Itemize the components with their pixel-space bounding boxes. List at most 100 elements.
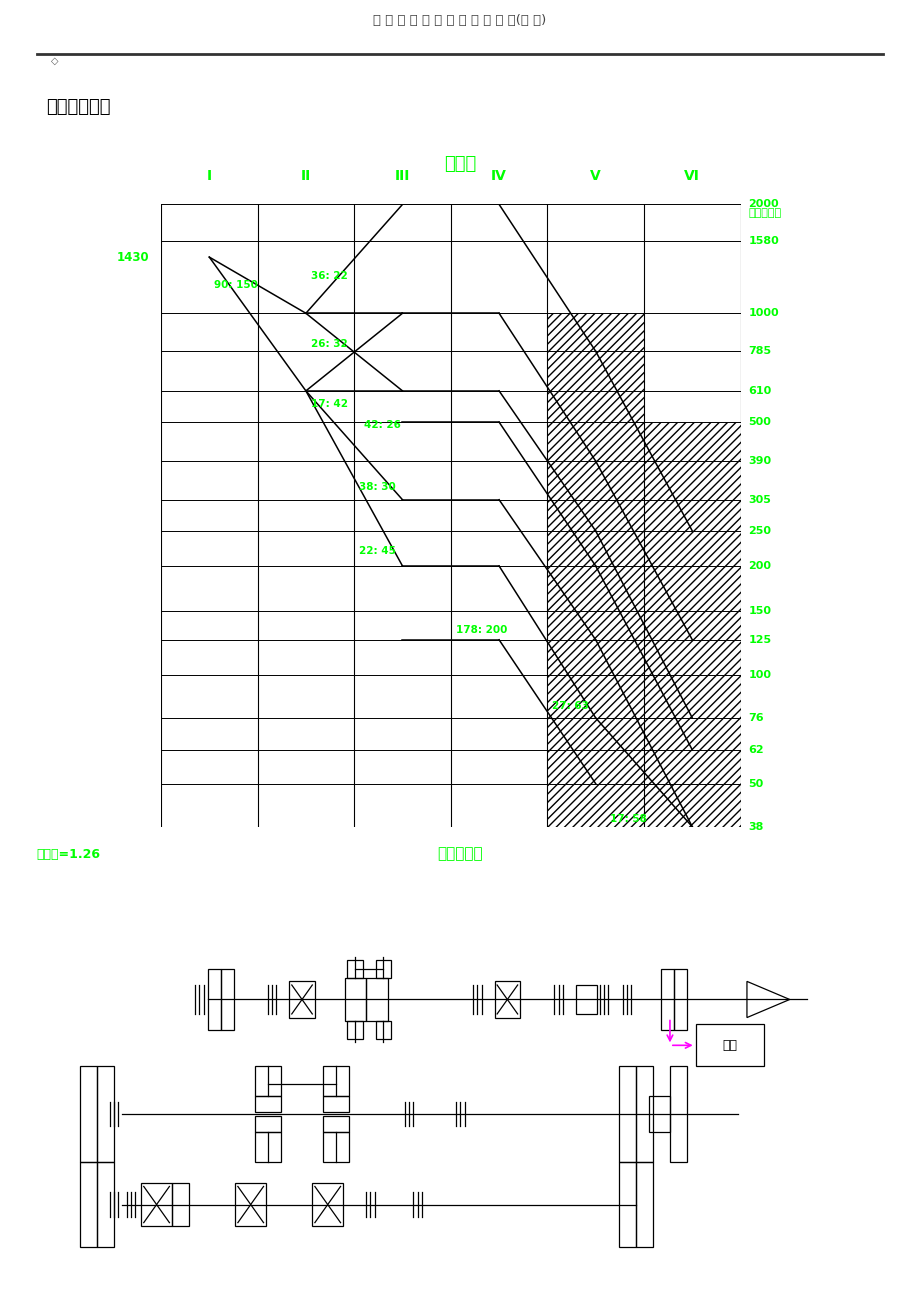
Bar [255,1117,280,1133]
Bar [635,1066,652,1163]
Bar [635,1163,652,1247]
Bar [323,1133,348,1163]
Text: 22: 45: 22: 45 [358,546,395,556]
Text: 38: 30: 38: 30 [358,482,395,492]
Text: 305: 305 [747,495,770,505]
Text: III: III [394,169,410,182]
Text: 辽 宁 工 学 院 课 程 设 计 说 明 书(论 文): 辽 宁 工 学 院 课 程 设 计 说 明 书(论 文) [373,13,546,26]
Bar [347,1021,362,1039]
Bar [643,611,740,639]
Bar [347,960,362,978]
Bar [208,969,221,1030]
Text: 200: 200 [747,561,770,572]
Bar [643,674,740,717]
Text: 转速图的拟定: 转速图的拟定 [46,99,110,116]
Bar [547,566,643,611]
Bar [375,1021,391,1039]
Bar [547,674,643,717]
Bar [141,1182,172,1226]
Bar [547,717,643,750]
Bar [547,784,643,827]
Bar [547,639,643,674]
Bar [547,422,643,461]
Bar [618,1163,635,1247]
Bar [661,969,674,1030]
Bar [547,500,643,531]
Text: 传动比=1.26: 传动比=1.26 [37,848,101,861]
Text: 610: 610 [747,385,771,396]
Bar [80,1066,96,1163]
Bar [547,314,643,352]
Bar [172,1182,189,1226]
Bar [547,352,643,391]
Text: 转速图: 转速图 [443,155,476,173]
Text: 125: 125 [747,635,771,644]
Text: 1580: 1580 [747,237,778,246]
Bar [375,960,391,978]
Bar [255,1096,280,1112]
Text: IV: IV [491,169,506,182]
Text: 26: 32: 26: 32 [311,340,347,349]
Bar [255,1133,280,1163]
Text: 2000: 2000 [747,199,778,210]
Text: 50: 50 [747,779,763,789]
Text: 齿轮离合器: 齿轮离合器 [747,207,780,217]
Bar [323,1117,348,1133]
Bar [289,982,314,1018]
Bar [643,750,740,784]
Text: 传动系统图: 传动系统图 [437,846,482,862]
Bar [643,500,740,531]
Bar [96,1066,114,1163]
Text: ◇: ◇ [51,56,58,66]
Text: 76: 76 [747,713,763,723]
Text: 100: 100 [747,669,770,680]
Bar [669,1066,686,1163]
Bar [643,422,740,461]
Bar [96,1163,114,1247]
Bar [643,566,740,611]
Bar [643,461,740,500]
Bar [643,531,740,566]
Bar [255,1066,280,1096]
Text: 785: 785 [747,346,771,357]
Text: 62: 62 [747,745,763,755]
Bar [643,784,740,827]
Text: 1430: 1430 [117,250,149,263]
Text: 90: 150: 90: 150 [214,280,257,289]
Text: 42: 26: 42: 26 [363,421,401,430]
Text: V: V [590,169,600,182]
Bar [323,1066,348,1096]
Bar [695,1023,764,1066]
Bar [547,750,643,784]
Bar [312,1182,343,1226]
Text: 36: 22: 36: 22 [311,271,347,281]
Bar [221,969,233,1030]
Text: 500: 500 [747,417,770,427]
Text: 17: 58: 17: 58 [609,814,646,824]
Text: VI: VI [684,169,699,182]
Text: 1000: 1000 [747,309,778,318]
Bar [674,969,686,1030]
Bar [547,461,643,500]
Text: 390: 390 [747,456,771,466]
Bar [80,1163,96,1247]
Text: 38: 38 [747,822,763,832]
Text: 27: 63: 27: 63 [551,700,588,711]
Bar [345,978,366,1021]
Text: 17: 42: 17: 42 [311,400,347,409]
Bar [575,986,596,1014]
Bar [643,639,740,674]
Text: 150: 150 [747,607,770,616]
Bar [643,717,740,750]
Bar [547,391,643,422]
Bar [494,982,519,1018]
Text: II: II [301,169,311,182]
Bar [547,531,643,566]
Bar [323,1096,348,1112]
Text: I: I [207,169,211,182]
Bar [618,1066,635,1163]
Text: 178: 200: 178: 200 [455,625,506,635]
Bar [547,611,643,639]
Bar [366,978,387,1021]
Bar [235,1182,266,1226]
